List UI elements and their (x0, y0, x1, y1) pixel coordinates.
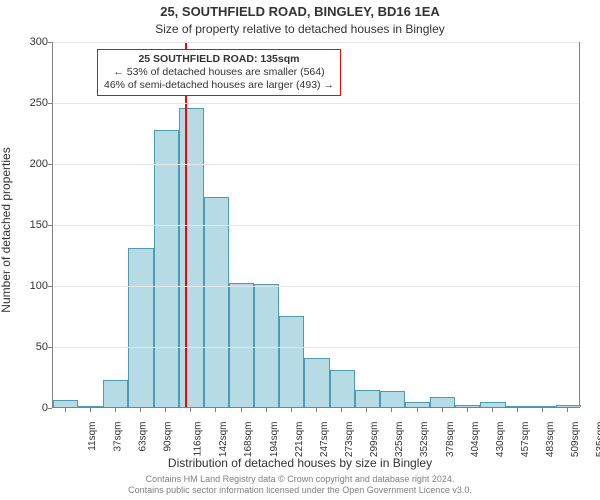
histogram-bar (179, 108, 204, 407)
histogram-bar (531, 406, 556, 407)
ytick-mark (48, 103, 52, 104)
xtick-mark (215, 408, 216, 412)
xtick-label: 90sqm (163, 422, 174, 452)
xtick-label: 404sqm (470, 422, 481, 458)
histogram-bar (556, 405, 581, 407)
xtick-label: 509sqm (570, 422, 581, 458)
xtick-label: 221sqm (294, 422, 305, 458)
xtick-mark (517, 408, 518, 412)
xtick-mark (366, 408, 367, 412)
histogram-bar (103, 380, 128, 407)
ytick-mark (48, 408, 52, 409)
xtick-label: 535sqm (596, 422, 600, 458)
histogram-bar (455, 405, 480, 407)
footer-line-1: Contains HM Land Registry data © Crown c… (0, 474, 600, 485)
ytick-mark (48, 286, 52, 287)
xtick-label: 11sqm (86, 422, 97, 451)
ytick-mark (48, 347, 52, 348)
histogram-bar (480, 402, 505, 407)
xtick-mark (65, 408, 66, 412)
xtick-mark (90, 408, 91, 412)
xtick-label: 194sqm (269, 422, 280, 458)
xtick-label: 63sqm (137, 422, 148, 452)
chart-title-main: 25, SOUTHFIELD ROAD, BINGLEY, BD16 1EA (0, 4, 600, 19)
gridline-h (53, 225, 579, 226)
xtick-label: 247sqm (319, 422, 330, 458)
histogram-bar (254, 284, 279, 407)
xtick-mark (442, 408, 443, 412)
x-axis-label: Distribution of detached houses by size … (0, 456, 600, 470)
histogram-bar (78, 406, 103, 407)
histogram-bar (405, 402, 430, 407)
gridline-h (53, 103, 579, 104)
ytick-mark (48, 164, 52, 165)
gridline-h (53, 347, 579, 348)
xtick-mark (140, 408, 141, 412)
histogram-bar (279, 316, 304, 408)
histogram-bar (380, 391, 405, 407)
histogram-bar (53, 400, 78, 407)
ytick-label: 300 (8, 36, 48, 48)
xtick-mark (165, 408, 166, 412)
ytick-label: 0 (8, 402, 48, 414)
xtick-label: 352sqm (420, 422, 431, 458)
xtick-label: 325sqm (394, 422, 405, 458)
xtick-label: 116sqm (192, 422, 203, 457)
ytick-mark (48, 225, 52, 226)
xtick-mark (291, 408, 292, 412)
gridline-h (53, 42, 579, 43)
xtick-mark (341, 408, 342, 412)
xtick-label: 457sqm (520, 422, 531, 458)
xtick-label: 430sqm (495, 422, 506, 458)
histogram-bar (355, 390, 380, 407)
xtick-mark (542, 408, 543, 412)
histogram-bar (330, 370, 355, 407)
histogram-bar (128, 248, 153, 407)
xtick-mark (316, 408, 317, 412)
annotation-line-2: ← 53% of detached houses are smaller (56… (104, 66, 334, 79)
histogram-bar (506, 406, 531, 407)
xtick-label: 378sqm (445, 422, 456, 458)
plot-area: 25 SOUTHFIELD ROAD: 135sqm ← 53% of deta… (52, 42, 580, 408)
histogram-bar (229, 283, 254, 407)
chart-title-sub: Size of property relative to detached ho… (0, 22, 600, 36)
xtick-label: 273sqm (344, 422, 355, 458)
xtick-label: 37sqm (112, 422, 123, 452)
xtick-mark (567, 408, 568, 412)
xtick-mark (190, 408, 191, 412)
histogram-bar (430, 397, 455, 407)
xtick-mark (266, 408, 267, 412)
ytick-label: 250 (8, 97, 48, 109)
footer: Contains HM Land Registry data © Crown c… (0, 474, 600, 496)
ytick-label: 100 (8, 280, 48, 292)
histogram-bar (204, 197, 229, 407)
xtick-label: 483sqm (545, 422, 556, 458)
ytick-label: 50 (8, 341, 48, 353)
xtick-label: 142sqm (218, 422, 229, 458)
ytick-label: 150 (8, 219, 48, 231)
histogram-bar (304, 358, 329, 407)
xtick-mark (417, 408, 418, 412)
gridline-h (53, 164, 579, 165)
ytick-label: 200 (8, 158, 48, 170)
ytick-mark (48, 42, 52, 43)
chart-container: 25, SOUTHFIELD ROAD, BINGLEY, BD16 1EA S… (0, 0, 600, 500)
xtick-label: 168sqm (244, 422, 255, 458)
xtick-mark (467, 408, 468, 412)
xtick-mark (115, 408, 116, 412)
footer-line-2: Contains public sector information licen… (0, 485, 600, 496)
xtick-mark (492, 408, 493, 412)
annotation-line-3: 46% of semi-detached houses are larger (… (104, 79, 334, 92)
annotation-line-1: 25 SOUTHFIELD ROAD: 135sqm (104, 53, 334, 66)
gridline-h (53, 286, 579, 287)
xtick-mark (241, 408, 242, 412)
xtick-label: 299sqm (369, 422, 380, 458)
annotation-box: 25 SOUTHFIELD ROAD: 135sqm ← 53% of deta… (97, 49, 341, 96)
xtick-mark (391, 408, 392, 412)
histogram-bar (154, 130, 179, 407)
